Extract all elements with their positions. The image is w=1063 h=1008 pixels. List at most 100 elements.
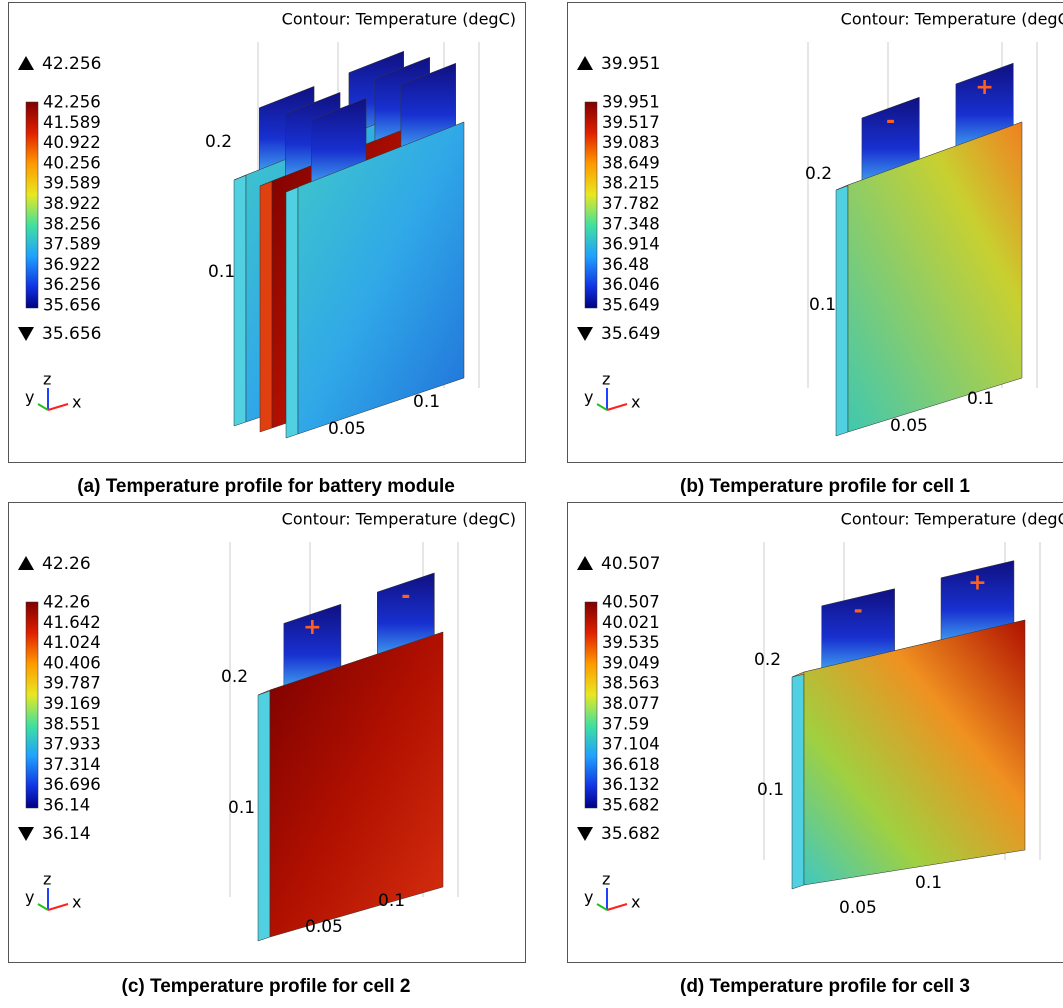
cell-front	[269, 631, 444, 938]
axis-label: 0.1	[915, 873, 942, 893]
colorbar	[25, 601, 39, 809]
colorbar-label: 41.642	[43, 613, 101, 632]
triad-label: x	[631, 893, 640, 912]
max-marker	[18, 556, 34, 570]
colorbar-label: 41.589	[43, 113, 101, 132]
cell-side	[835, 184, 849, 437]
caption: (d) Temperature profile for cell 3	[680, 976, 970, 997]
colorbar-label: 38.256	[43, 214, 101, 233]
min-label: 35.656	[42, 324, 101, 344]
cell	[791, 560, 1026, 890]
cell	[835, 62, 1023, 437]
axis-label: 0.1	[967, 389, 994, 409]
axis-label: 0.1	[378, 891, 405, 911]
colorbar-label: 42.26	[43, 593, 90, 612]
colorbar-label: 38.077	[602, 694, 660, 713]
colorbar	[584, 101, 598, 309]
panel: Contour: Temperature (degC) + - 0.2 0.1 0.1 0.…	[8, 502, 526, 963]
colorbar-label: 37.933	[43, 735, 101, 754]
colorbar-label: 39.787	[43, 674, 101, 693]
triad-label: x	[631, 393, 640, 412]
triad-y	[37, 403, 49, 411]
cell-side	[791, 671, 805, 890]
colorbar-label: 40.021	[602, 613, 660, 632]
min-marker	[18, 327, 34, 341]
colorbar-label: 39.083	[602, 133, 660, 152]
colorbar-label: 38.215	[602, 174, 660, 193]
triad-label: y	[584, 388, 593, 407]
tab-sign: +	[975, 75, 993, 100]
cell-side	[257, 689, 271, 942]
colorbar-label: 36.696	[43, 775, 101, 794]
axis-label: 0.1	[208, 262, 235, 282]
colorbar-label: 40.922	[43, 133, 101, 152]
tab-sign: +	[968, 570, 986, 595]
colorbar-label: 36.256	[43, 275, 101, 294]
max-marker	[18, 56, 34, 70]
triad-label: y	[25, 388, 34, 407]
min-label: 36.14	[42, 824, 91, 844]
cell-side	[259, 180, 273, 433]
triad-y	[596, 403, 608, 411]
colorbar-label: 40.256	[43, 153, 101, 172]
min-marker	[577, 827, 593, 841]
colorbar-label: 37.314	[43, 755, 101, 774]
colorbar	[25, 101, 39, 309]
contour-title: Contour: Temperature (degC)	[282, 510, 516, 529]
caption: (a) Temperature profile for battery modu…	[77, 476, 455, 497]
axis-label: 0.05	[305, 917, 343, 937]
triad-x	[47, 403, 69, 411]
triad-y	[37, 903, 49, 911]
max-label: 40.507	[601, 554, 660, 574]
panel-frame	[567, 2, 1063, 463]
colorbar-label: 39.169	[43, 694, 101, 713]
max-label: 39.951	[601, 54, 660, 74]
colorbar	[584, 601, 598, 809]
panel-frame	[8, 2, 526, 463]
cell-side	[285, 186, 299, 439]
max-marker	[577, 56, 593, 70]
panel-frame	[567, 502, 1063, 963]
cell	[257, 572, 444, 942]
colorbar-label: 38.551	[43, 714, 101, 733]
axis-label: 0.05	[328, 419, 366, 439]
axis-label: 0.05	[839, 898, 877, 918]
axis-label: 0.2	[221, 667, 248, 687]
colorbar-label: 37.589	[43, 235, 101, 254]
colorbar-label: 39.589	[43, 174, 101, 193]
tab-sign: -	[854, 599, 863, 624]
colorbar-label: 40.406	[43, 653, 101, 672]
panel-frame	[8, 502, 526, 963]
triad-label: y	[25, 888, 34, 907]
colorbar-label: 39.535	[602, 633, 660, 652]
min-label: 35.649	[601, 324, 660, 344]
colorbar-label: 42.256	[43, 93, 101, 112]
triad-label: z	[43, 870, 51, 889]
colorbar-label: 37.59	[602, 714, 649, 733]
colorbar-label: 36.48	[602, 255, 649, 274]
colorbar-label: 38.563	[602, 674, 660, 693]
axis-label: 0.05	[890, 416, 928, 436]
colorbar-label: 39.951	[602, 93, 660, 112]
triad-x	[47, 903, 69, 911]
max-marker	[577, 556, 593, 570]
triad-label: x	[72, 393, 81, 412]
colorbar-label: 36.132	[602, 775, 660, 794]
min-marker	[18, 827, 34, 841]
triad-label: z	[43, 370, 51, 389]
triad-y	[596, 903, 608, 911]
colorbar-label: 36.14	[43, 796, 90, 815]
colorbar-label: 37.348	[602, 214, 660, 233]
colorbar-label: 36.046	[602, 275, 660, 294]
panel: Contour: Temperature (degC) 0.2 0.1 0.1 0.05…	[8, 2, 526, 463]
colorbar-label: 35.649	[602, 296, 660, 315]
axis-label: 0.1	[228, 798, 255, 818]
panel: Contour: Temperature (degC) - +0.2 0.1 0.1 0.…	[567, 502, 1063, 963]
cell-front	[297, 121, 465, 435]
contour-title: Contour: Temperature (degC)	[282, 10, 516, 29]
min-label: 35.682	[601, 824, 660, 844]
triad-label: y	[584, 888, 593, 907]
colorbar-label: 39.517	[602, 113, 660, 132]
colorbar-label: 36.914	[602, 235, 660, 254]
